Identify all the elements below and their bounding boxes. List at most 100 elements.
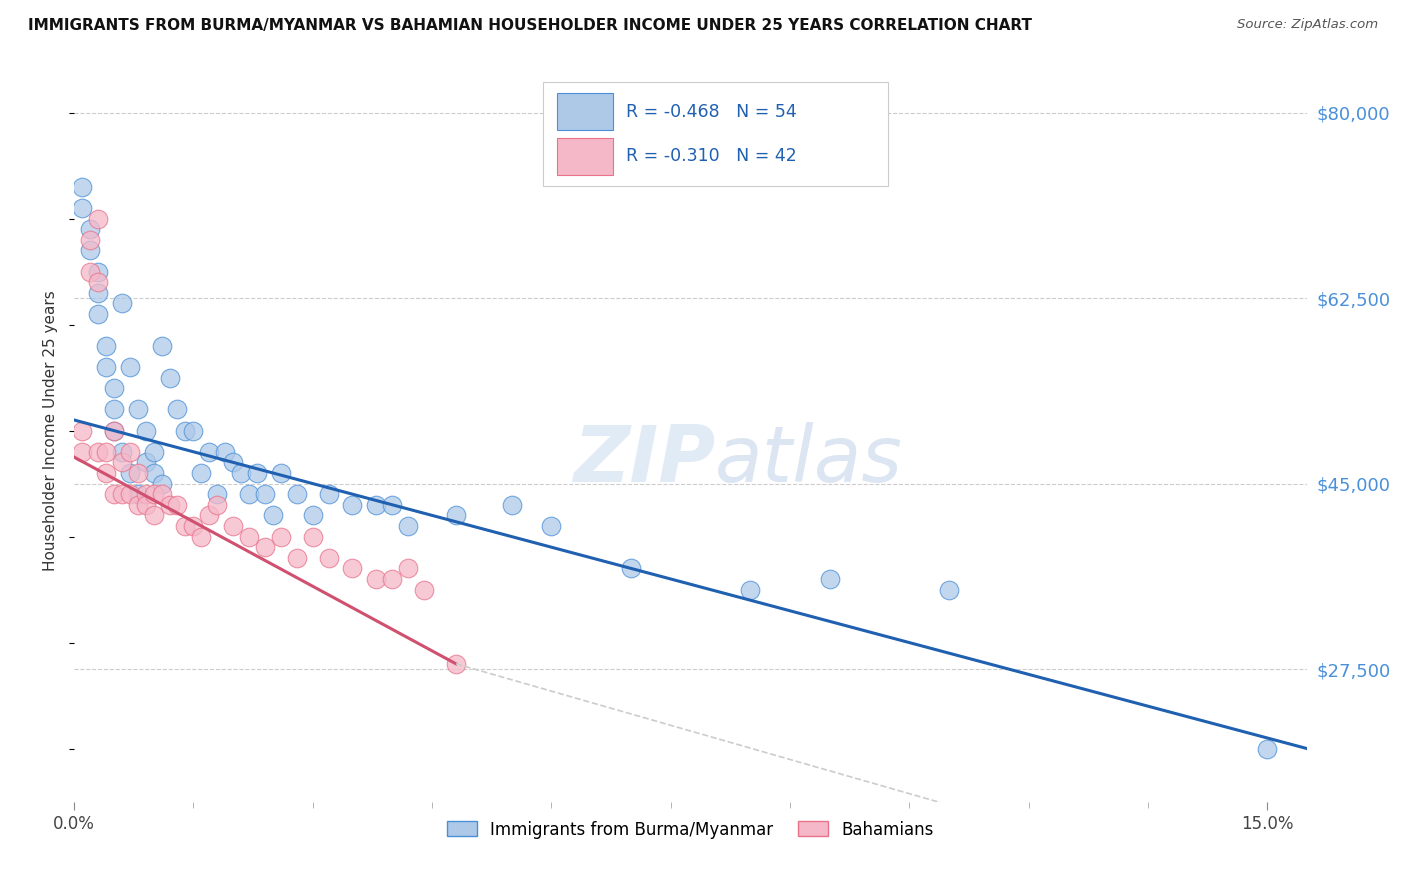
Point [135,424,157,438]
Point [111,455,134,469]
Point [150,476,173,491]
Point [740,582,762,597]
Point [127,487,149,501]
Point [79,244,101,258]
Point [103,402,125,417]
Point [190,466,212,480]
Point [135,487,157,501]
Point [396,561,419,575]
Point [70,424,93,438]
Point [270,530,292,544]
Point [222,455,245,469]
Point [87,285,110,300]
Text: Source: ZipAtlas.com: Source: ZipAtlas.com [1237,18,1378,31]
Text: ZIP: ZIP [574,422,716,499]
Point [270,466,292,480]
Point [183,424,205,438]
Point [94,359,117,374]
Point [135,455,157,469]
Legend: Immigrants from Burma/Myanmar, Bahamians: Immigrants from Burma/Myanmar, Bahamians [440,814,941,846]
Point [938,582,960,597]
Point [159,370,181,384]
Bar [557,137,613,175]
Point [103,424,125,438]
Point [79,233,101,247]
Point [87,444,110,458]
Point [127,402,149,417]
Point [246,466,269,480]
Point [444,657,467,671]
Point [111,444,134,458]
Point [142,466,165,480]
Point [87,264,110,278]
Point [285,487,308,501]
Point [118,466,141,480]
Point [366,572,388,586]
Point [381,498,404,512]
FancyBboxPatch shape [543,82,887,186]
Point [501,498,523,512]
Point [94,444,117,458]
Point [301,508,323,523]
Point [111,487,134,501]
Point [183,519,205,533]
Point [103,381,125,395]
Point [87,307,110,321]
Point [142,487,165,501]
Point [818,572,841,586]
Point [231,466,253,480]
Point [142,444,165,458]
Point [70,179,93,194]
Point [238,530,260,544]
Point [118,359,141,374]
Point [87,275,110,289]
Point [118,444,141,458]
Point [253,487,276,501]
Point [207,498,229,512]
Point [342,498,364,512]
Point [150,339,173,353]
Y-axis label: Householder Income Under 25 years: Householder Income Under 25 years [44,290,58,571]
Point [174,424,197,438]
Text: IMMIGRANTS FROM BURMA/MYANMAR VS BAHAMIAN HOUSEHOLDER INCOME UNDER 25 YEARS CORR: IMMIGRANTS FROM BURMA/MYANMAR VS BAHAMIA… [28,18,1032,33]
Point [285,550,308,565]
Point [127,466,149,480]
Text: atlas: atlas [716,422,903,499]
Point [174,519,197,533]
Point [127,498,149,512]
Point [396,519,419,533]
Point [444,508,467,523]
Point [87,211,110,226]
Point [142,508,165,523]
Point [207,487,229,501]
Point [318,550,340,565]
Point [620,561,643,575]
Point [381,572,404,586]
Point [413,582,436,597]
Point [318,487,340,501]
Point [70,444,93,458]
Point [166,402,188,417]
Point [198,444,221,458]
Point [94,466,117,480]
Point [79,264,101,278]
Point [159,498,181,512]
Point [135,498,157,512]
Point [94,339,117,353]
Point [301,530,323,544]
Point [190,530,212,544]
Bar [557,93,613,130]
Point [540,519,562,533]
Point [342,561,364,575]
Text: R = -0.310   N = 42: R = -0.310 N = 42 [627,147,797,165]
Point [111,296,134,310]
Point [103,487,125,501]
Point [166,498,188,512]
Point [79,222,101,236]
Point [198,508,221,523]
Point [150,487,173,501]
Point [70,201,93,215]
Point [103,424,125,438]
Point [214,444,236,458]
Point [1256,741,1278,756]
